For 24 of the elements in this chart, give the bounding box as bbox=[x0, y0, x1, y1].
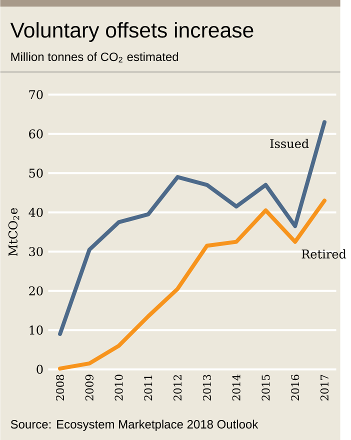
series-label: Retired bbox=[302, 249, 346, 259]
y-tick-label: 20 bbox=[29, 286, 43, 296]
x-tick-label: 2008 bbox=[56, 374, 64, 400]
source-note: Source: Ecosystem Marketplace 2018 Outlook bbox=[10, 420, 258, 431]
x-tick-label: 2017 bbox=[320, 374, 329, 400]
chart-title: Voluntary offsets increase bbox=[10, 22, 254, 42]
y-axis-title: MtCO$_{2}$e bbox=[8, 208, 20, 256]
chart-subtitle: Million tonnes of CO$_{2}$ estimated bbox=[11, 52, 178, 62]
x-tick-label: 2016 bbox=[291, 374, 300, 400]
y-tick-label: 50 bbox=[29, 168, 43, 178]
x-tick-label: 2009 bbox=[85, 374, 94, 400]
y-tick-label: 10 bbox=[30, 326, 43, 335]
x-tick-label: 2013 bbox=[202, 374, 212, 400]
y-tick-label: 0 bbox=[36, 364, 43, 374]
x-tick-label: 2015 bbox=[262, 374, 270, 400]
x-tick-label: 2010 bbox=[114, 374, 123, 400]
x-tick-label: 2012 bbox=[174, 375, 182, 400]
x-tick-label: 2011 bbox=[144, 376, 152, 400]
x-tick-label: 2014 bbox=[232, 374, 240, 400]
y-tick-label: 70 bbox=[29, 90, 43, 100]
series-label: Issued bbox=[270, 138, 309, 148]
y-tick-label: 60 bbox=[29, 129, 43, 138]
y-tick-label: 30 bbox=[29, 247, 43, 256]
y-tick-label: 40 bbox=[28, 208, 43, 217]
